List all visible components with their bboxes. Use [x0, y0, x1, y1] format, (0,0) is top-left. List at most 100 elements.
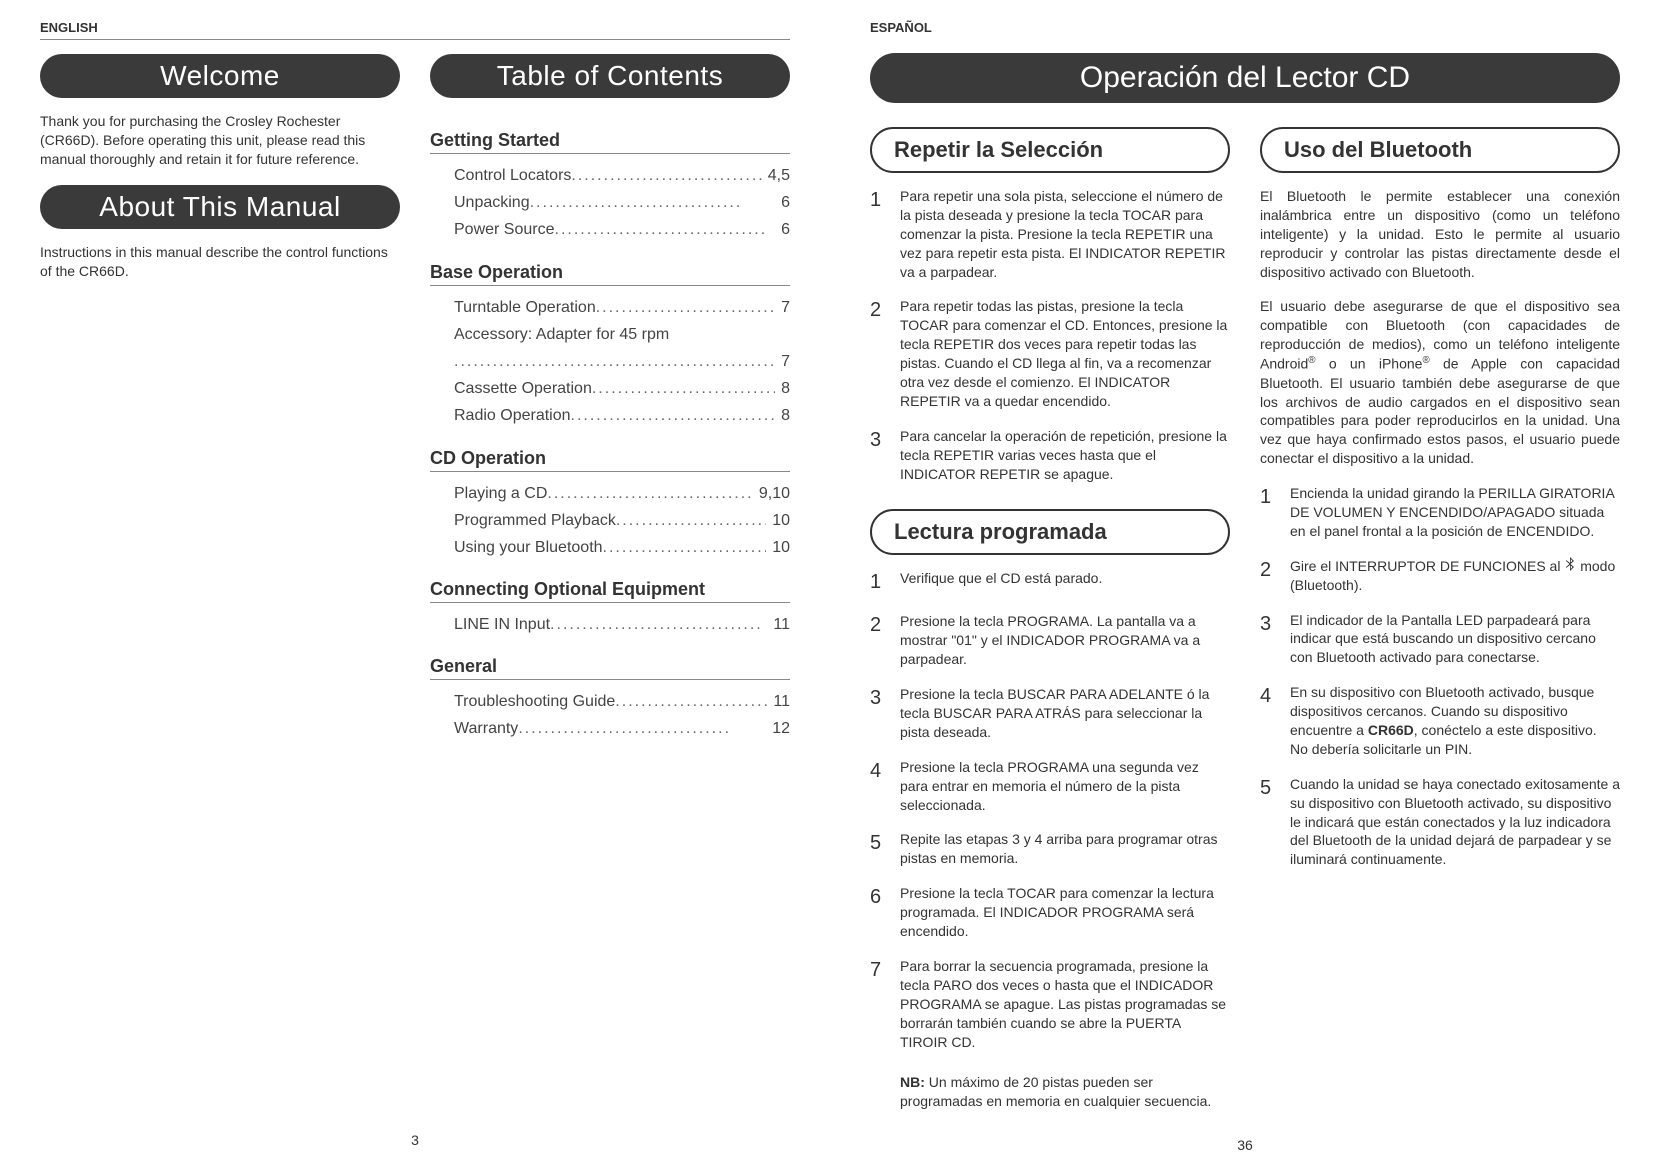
left-col-a: Welcome Thank you for purchasing the Cro… — [40, 54, 400, 1122]
step-number: 3 — [870, 685, 888, 742]
page-number-left: 3 — [40, 1122, 790, 1148]
toc-label: Control Locators — [454, 162, 571, 189]
toc-dots: ................................. — [616, 507, 766, 534]
toc-row: Warranty................................… — [430, 715, 790, 742]
toc-page: 6 — [775, 189, 790, 216]
list-item: 2Presione la tecla PROGRAMA. La pantalla… — [870, 612, 1230, 669]
repeat-steps: 1Para repetir una sola pista, seleccione… — [870, 187, 1230, 483]
programmed-heading: Lectura programada — [870, 509, 1230, 555]
toc-container: Getting Started Control Locators.........… — [430, 130, 790, 743]
toc-dots: ................................. — [571, 402, 776, 429]
page-left: ENGLISH Welcome Thank you for purchasing… — [0, 0, 830, 1158]
toc-label: Power Source — [454, 216, 555, 243]
list-item: 1Encienda la unidad girando la PERILLA G… — [1260, 484, 1620, 541]
toc-page: 4,5 — [762, 162, 790, 189]
step-number: 5 — [1260, 775, 1278, 869]
toc-label: Using your Bluetooth — [454, 534, 603, 561]
bluetooth-intro1: El Bluetooth le permite establecer una c… — [1260, 187, 1620, 281]
toc-heading: Connecting Optional Equipment — [430, 579, 790, 603]
list-item: 5Repite las etapas 3 y 4 arriba para pro… — [870, 830, 1230, 868]
list-item: 3El indicador de la Pantalla LED parpade… — [1260, 611, 1620, 668]
list-item: 2Gire el INTERRUPTOR DE FUNCIONES al mod… — [1260, 557, 1620, 595]
step-number: 1 — [870, 187, 888, 281]
toc-row: Power Source............................… — [430, 216, 790, 243]
list-item: 5Cuando la unidad se haya conectado exit… — [1260, 775, 1620, 869]
right-col-a: Repetir la Selección 1Para repetir una s… — [870, 117, 1230, 1127]
note-text: NB: Un máximo de 20 pistas pueden ser pr… — [900, 1073, 1230, 1111]
note-item: NB: Un máximo de 20 pistas pueden ser pr… — [870, 1067, 1230, 1111]
toc-dots: ................................. — [530, 189, 775, 216]
step-text: Presione la tecla TOCAR para comenzar la… — [900, 884, 1230, 941]
toc-heading: General — [430, 656, 790, 680]
toc-label: Accessory: Adapter for 45 rpm — [454, 321, 669, 348]
reg-mark-2: ® — [1422, 355, 1429, 366]
toc-label: LINE IN Input — [454, 611, 550, 638]
toc-dots: ................................. — [615, 688, 767, 715]
bt-intro2b-post: de Apple con capacidad Bluetooth. El usu… — [1260, 356, 1620, 466]
step-text: Presione la tecla PROGRAMA una segunda v… — [900, 758, 1230, 815]
toc-label: Unpacking — [454, 189, 530, 216]
step-text: Para repetir una sola pista, seleccione … — [900, 187, 1230, 281]
bluetooth-steps: 1Encienda la unidad girando la PERILLA G… — [1260, 484, 1620, 869]
step-number: 4 — [1260, 683, 1278, 759]
step-text: Presione la tecla PROGRAMA. La pantalla … — [900, 612, 1230, 669]
right-col-b: Uso del Bluetooth El Bluetooth le permit… — [1260, 117, 1620, 1127]
step-text: Cuando la unidad se haya conectado exito… — [1290, 775, 1620, 869]
list-item: 3Presione la tecla BUSCAR PARA ADELANTE … — [870, 685, 1230, 742]
right-page-title: Operación del Lector CD — [870, 53, 1620, 103]
step-text: Verifique que el CD está parado. — [900, 569, 1230, 596]
toc-page: 6 — [775, 216, 790, 243]
toc-dots: ................................. — [571, 162, 761, 189]
toc-label: Cassette Operation — [454, 375, 592, 402]
toc-label: Playing a CD — [454, 480, 547, 507]
step-text: En su dispositivo con Bluetooth activado… — [1290, 683, 1620, 759]
toc-dots: ................................. — [555, 216, 776, 243]
toc-dots: ........................................… — [454, 348, 775, 375]
note-label: NB: — [900, 1074, 929, 1090]
right-columns: Repetir la Selección 1Para repetir una s… — [870, 117, 1620, 1127]
toc-dots: ................................. — [596, 294, 775, 321]
toc-page: 12 — [766, 715, 790, 742]
repeat-heading: Repetir la Selección — [870, 127, 1230, 173]
list-item: 3Para cancelar la operación de repetició… — [870, 427, 1230, 484]
toc-dots: ................................. — [550, 611, 767, 638]
toc-row: Programmed Playback.....................… — [430, 507, 790, 534]
toc-label: Programmed Playback — [454, 507, 616, 534]
step-number: 3 — [1260, 611, 1278, 668]
bluetooth-heading: Uso del Bluetooth — [1260, 127, 1620, 173]
step-text: Repite las etapas 3 y 4 arriba para prog… — [900, 830, 1230, 868]
lang-label-en: ENGLISH — [40, 20, 790, 35]
programmed-steps: 1Verifique que el CD está parado. 2Presio… — [870, 569, 1230, 1111]
step-text: Presione la tecla BUSCAR PARA ADELANTE ó… — [900, 685, 1230, 742]
step-number: 4 — [870, 758, 888, 815]
welcome-title: Welcome — [40, 54, 400, 98]
toc-row: Control Locators........................… — [430, 162, 790, 189]
toc-heading: CD Operation — [430, 448, 790, 472]
toc-section: Connecting Optional Equipment LINE IN Inp… — [430, 579, 790, 638]
step-text: Gire el INTERRUPTOR DE FUNCIONES al modo… — [1290, 557, 1620, 595]
list-item: 1Verifique que el CD está parado. — [870, 569, 1230, 596]
toc-section: CD Operation Playing a CD................… — [430, 448, 790, 562]
device-name: CR66D — [1368, 722, 1414, 738]
list-item: 6Presione la tecla TOCAR para comenzar l… — [870, 884, 1230, 941]
toc-page: 10 — [766, 507, 790, 534]
toc-heading: Getting Started — [430, 130, 790, 154]
bluetooth-intro2: El usuario debe asegurarse de que el dis… — [1260, 297, 1620, 468]
toc-dots: ................................. — [518, 715, 766, 742]
bt-intro2b-mid: o un iPhone — [1315, 356, 1422, 372]
toc-title: Table of Contents — [430, 54, 790, 98]
toc-row: ........................................… — [430, 348, 790, 375]
toc-row: Troubleshooting Guide...................… — [430, 688, 790, 715]
toc-dots: ................................. — [603, 534, 767, 561]
step-number: 2 — [870, 297, 888, 410]
note-spacer — [870, 1067, 888, 1111]
toc-page: 7 — [775, 294, 790, 321]
step-text: Para borrar la secuencia programada, pre… — [900, 957, 1230, 1051]
toc-row: Turntable Operation.....................… — [430, 294, 790, 321]
toc-row: Cassette Operation......................… — [430, 375, 790, 402]
step-text: El indicador de la Pantalla LED parpadea… — [1290, 611, 1620, 668]
step-number: 3 — [870, 427, 888, 484]
toc-label: Warranty — [454, 715, 518, 742]
toc-page: 9,10 — [753, 480, 790, 507]
toc-page: 11 — [767, 611, 790, 638]
